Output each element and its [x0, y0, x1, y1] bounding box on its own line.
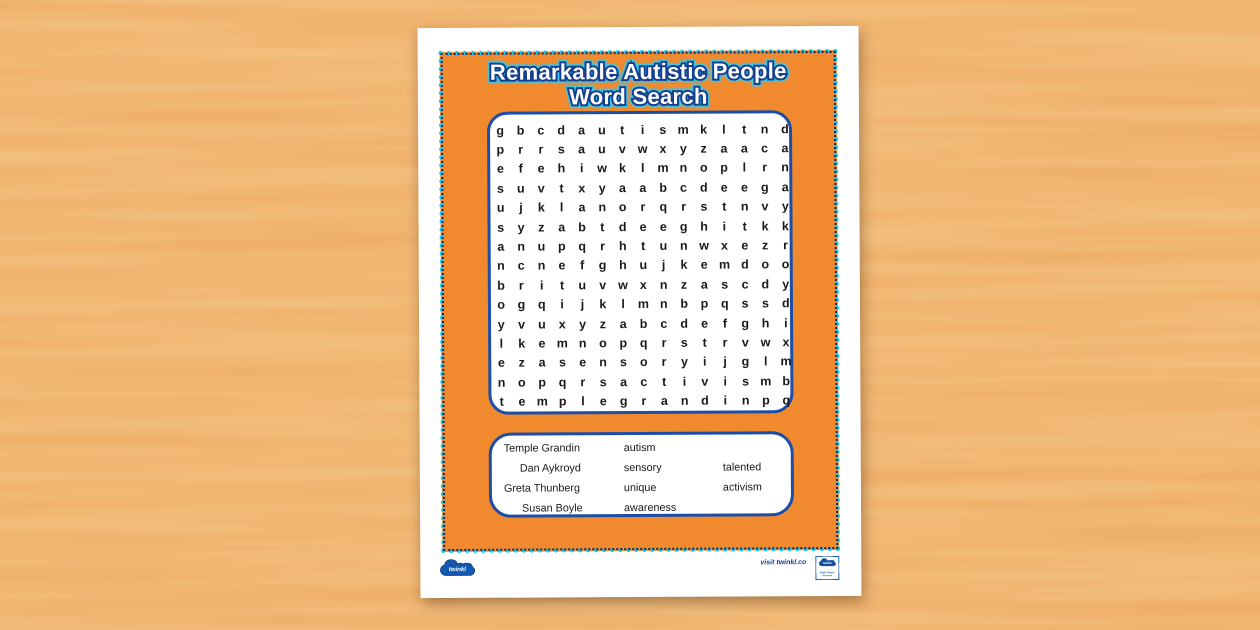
- svg-text:twinkl: twinkl: [449, 566, 467, 573]
- svg-text:twinkl: twinkl: [823, 561, 832, 565]
- svg-text:Resource: Resource: [822, 575, 833, 577]
